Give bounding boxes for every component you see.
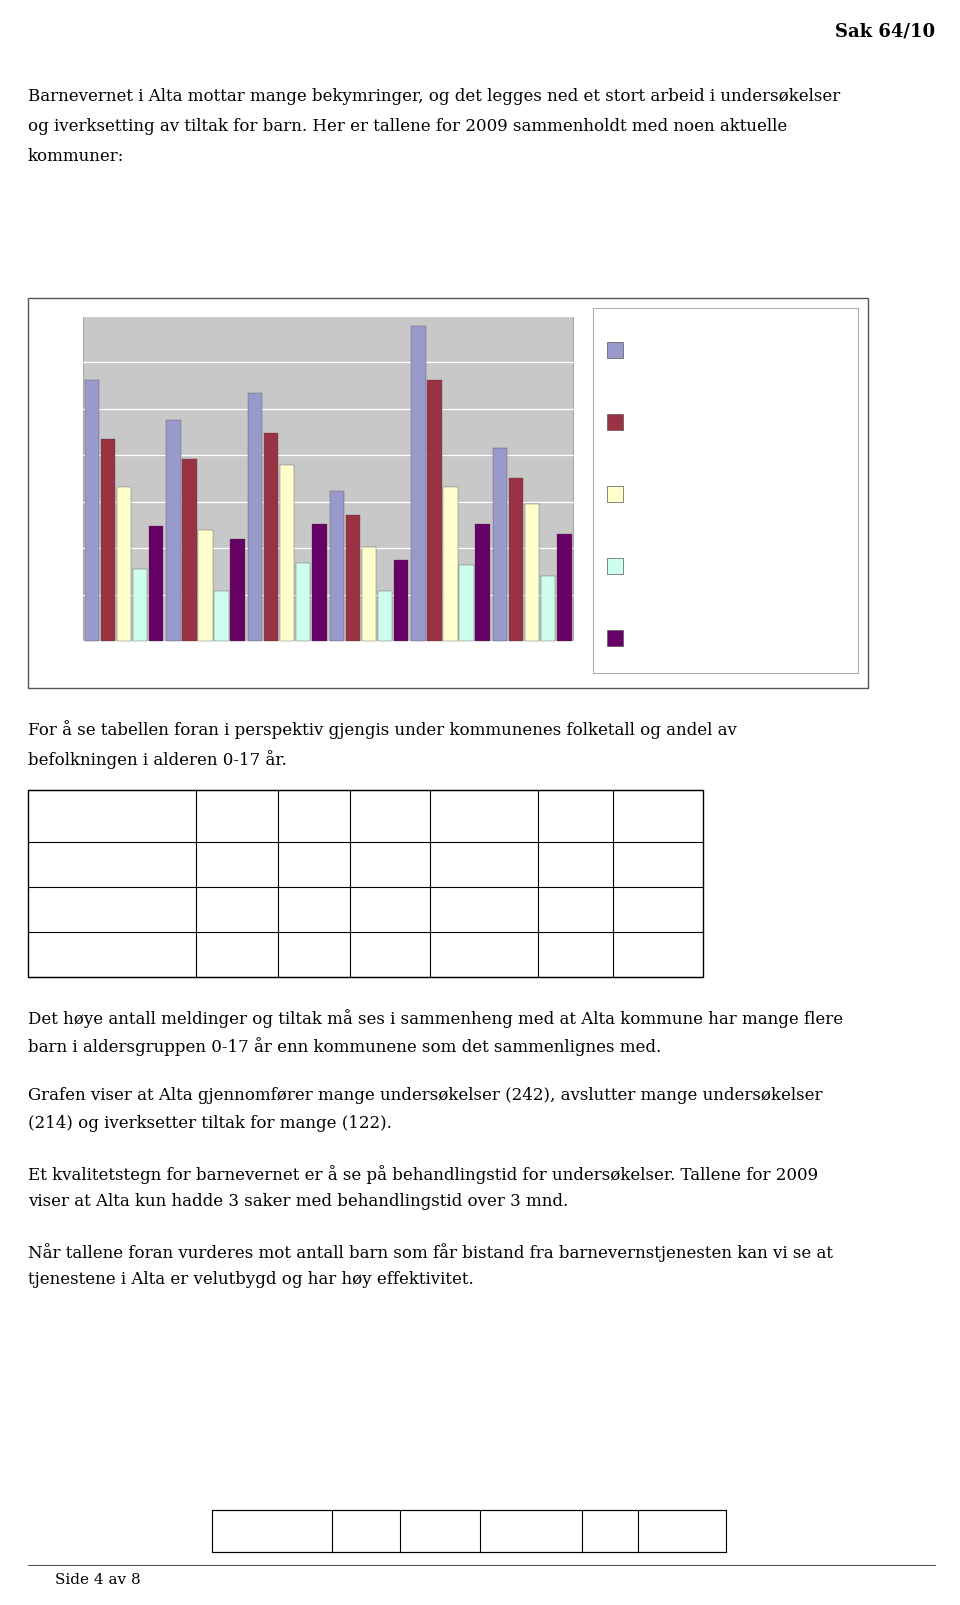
Text: Harstad: Harstad (363, 809, 418, 822)
Text: Harstad: Harstad (413, 1525, 468, 1538)
Text: Narvik: Narvik (291, 809, 337, 822)
Text: Alta: Alta (561, 809, 590, 822)
Text: Narvik: Narvik (343, 1525, 389, 1538)
Bar (132, 570, 147, 640)
Bar (248, 393, 262, 640)
Text: 9724: 9724 (496, 859, 530, 872)
Text: Sør-
Varanger: Sør- Varanger (627, 801, 689, 830)
Text: viser at Alta kun hadde 3 saker med behandlingstid over 3 mnd.: viser at Alta kun hadde 3 saker med beha… (28, 1193, 568, 1210)
Text: Et kvalitetstegn for barnevernet er å se på behandlingstid for undersøkelser. Ta: Et kvalitetstegn for barnevernet er å se… (28, 1165, 818, 1184)
Text: 23: 23 (514, 949, 530, 961)
Bar (525, 504, 540, 640)
Text: Det høye antall meldinger og tiltak må ses i sammenheng med at Alta kommune har : Det høye antall meldinger og tiltak må s… (28, 1010, 843, 1027)
Text: og iverksetting av tiltak for barn. Her er tallene for 2009 sammenholdt med noen: og iverksetting av tiltak for barn. Her … (28, 119, 787, 135)
Text: 22: 22 (325, 949, 342, 961)
Text: 3959: 3959 (308, 904, 342, 916)
Text: Side 4 av 8: Side 4 av 8 (55, 1573, 140, 1587)
Text: 5002: 5002 (568, 904, 605, 916)
Bar (84, 380, 99, 640)
Text: Barnevernet i Alta mottar mange bekymringer, og det legges ned et stort arbeid i: Barnevernet i Alta mottar mange bekymrin… (28, 88, 840, 104)
Text: 23: 23 (678, 949, 695, 961)
Text: 18402: 18402 (300, 859, 342, 872)
Text: barn i aldersgruppen 0-17 år enn kommunene som det sammenlignes med.: barn i aldersgruppen 0-17 år enn kommune… (28, 1037, 661, 1056)
Bar (329, 491, 344, 640)
Bar (492, 448, 508, 640)
Bar (509, 478, 523, 640)
Bar (28, 790, 703, 977)
Text: 4715: 4715 (236, 904, 270, 916)
Bar (312, 523, 326, 640)
Text: 22: 22 (253, 949, 270, 961)
Text: Grafen viser at Alta gjennomfører mange undersøkelser (242), avslutter mange und: Grafen viser at Alta gjennomfører mange … (28, 1087, 823, 1104)
Text: Sak 64/10: Sak 64/10 (835, 22, 935, 40)
Bar (280, 465, 295, 640)
Bar (101, 440, 115, 640)
Bar (296, 563, 310, 640)
Bar (28, 299, 868, 689)
Bar (411, 326, 425, 640)
Text: befolkningen i alderen 0-17 år.: befolkningen i alderen 0-17 år. (28, 750, 287, 769)
Text: 2226: 2226 (661, 904, 695, 916)
Text: Steinkjer: Steinkjer (241, 1525, 302, 1538)
Text: tjenestene i Alta er velutbygd og har høy effektivitet.: tjenestene i Alta er velutbygd og har hø… (28, 1271, 473, 1287)
Bar (475, 523, 490, 640)
Bar (198, 530, 213, 640)
Bar (540, 576, 556, 640)
Text: Hammerfes-
t: Hammerfes- t (443, 801, 525, 830)
Text: 5211: 5211 (389, 904, 422, 916)
Bar (394, 560, 408, 640)
Bar (377, 592, 392, 640)
Bar (116, 488, 132, 640)
Bar (607, 559, 623, 575)
Text: 21080: 21080 (228, 859, 270, 872)
Text: (214) og iverksetter tiltak for mange (122).: (214) og iverksetter tiltak for mange (1… (28, 1115, 392, 1132)
Text: Når tallene foran vurderes mot antall barn som får bistand fra barnevernstjenest: Når tallene foran vurderes mot antall ba… (28, 1242, 833, 1262)
Bar (607, 342, 623, 358)
Text: 27: 27 (587, 949, 605, 961)
Text: Sør-
Varanger: Sør- Varanger (651, 1517, 713, 1546)
Bar (557, 534, 571, 640)
Text: 2226: 2226 (496, 904, 530, 916)
Text: Antall 0-17 år: Antall 0-17 år (35, 904, 128, 916)
Bar (166, 419, 180, 640)
Text: 22: 22 (405, 949, 422, 961)
Text: 18680: 18680 (559, 859, 605, 872)
Text: Hammerfest: Hammerfest (490, 1525, 573, 1538)
Bar (607, 414, 623, 430)
Bar (83, 316, 573, 640)
Bar (607, 486, 623, 502)
Bar (593, 308, 858, 672)
Text: Alta: Alta (595, 1525, 625, 1538)
Bar (230, 539, 245, 640)
Bar (444, 488, 458, 640)
Bar (212, 1510, 726, 1552)
Text: For å se tabellen foran i perspektiv gjengis under kommunenes folketall og andel: For å se tabellen foran i perspektiv gje… (28, 721, 737, 738)
Bar (362, 547, 376, 640)
Text: Folkemengde i alt: Folkemengde i alt (35, 859, 155, 872)
Bar (459, 565, 474, 640)
Bar (149, 526, 163, 640)
Text: 9738: 9738 (661, 859, 695, 872)
Bar (182, 459, 197, 640)
Bar (427, 380, 442, 640)
Text: kommuner:: kommuner: (28, 148, 125, 165)
Text: Steinkje-
r: Steinkje- r (207, 801, 267, 830)
Bar (346, 515, 360, 640)
Bar (214, 592, 228, 640)
Text: 23257: 23257 (380, 859, 422, 872)
Bar (607, 631, 623, 645)
Bar (264, 433, 278, 640)
